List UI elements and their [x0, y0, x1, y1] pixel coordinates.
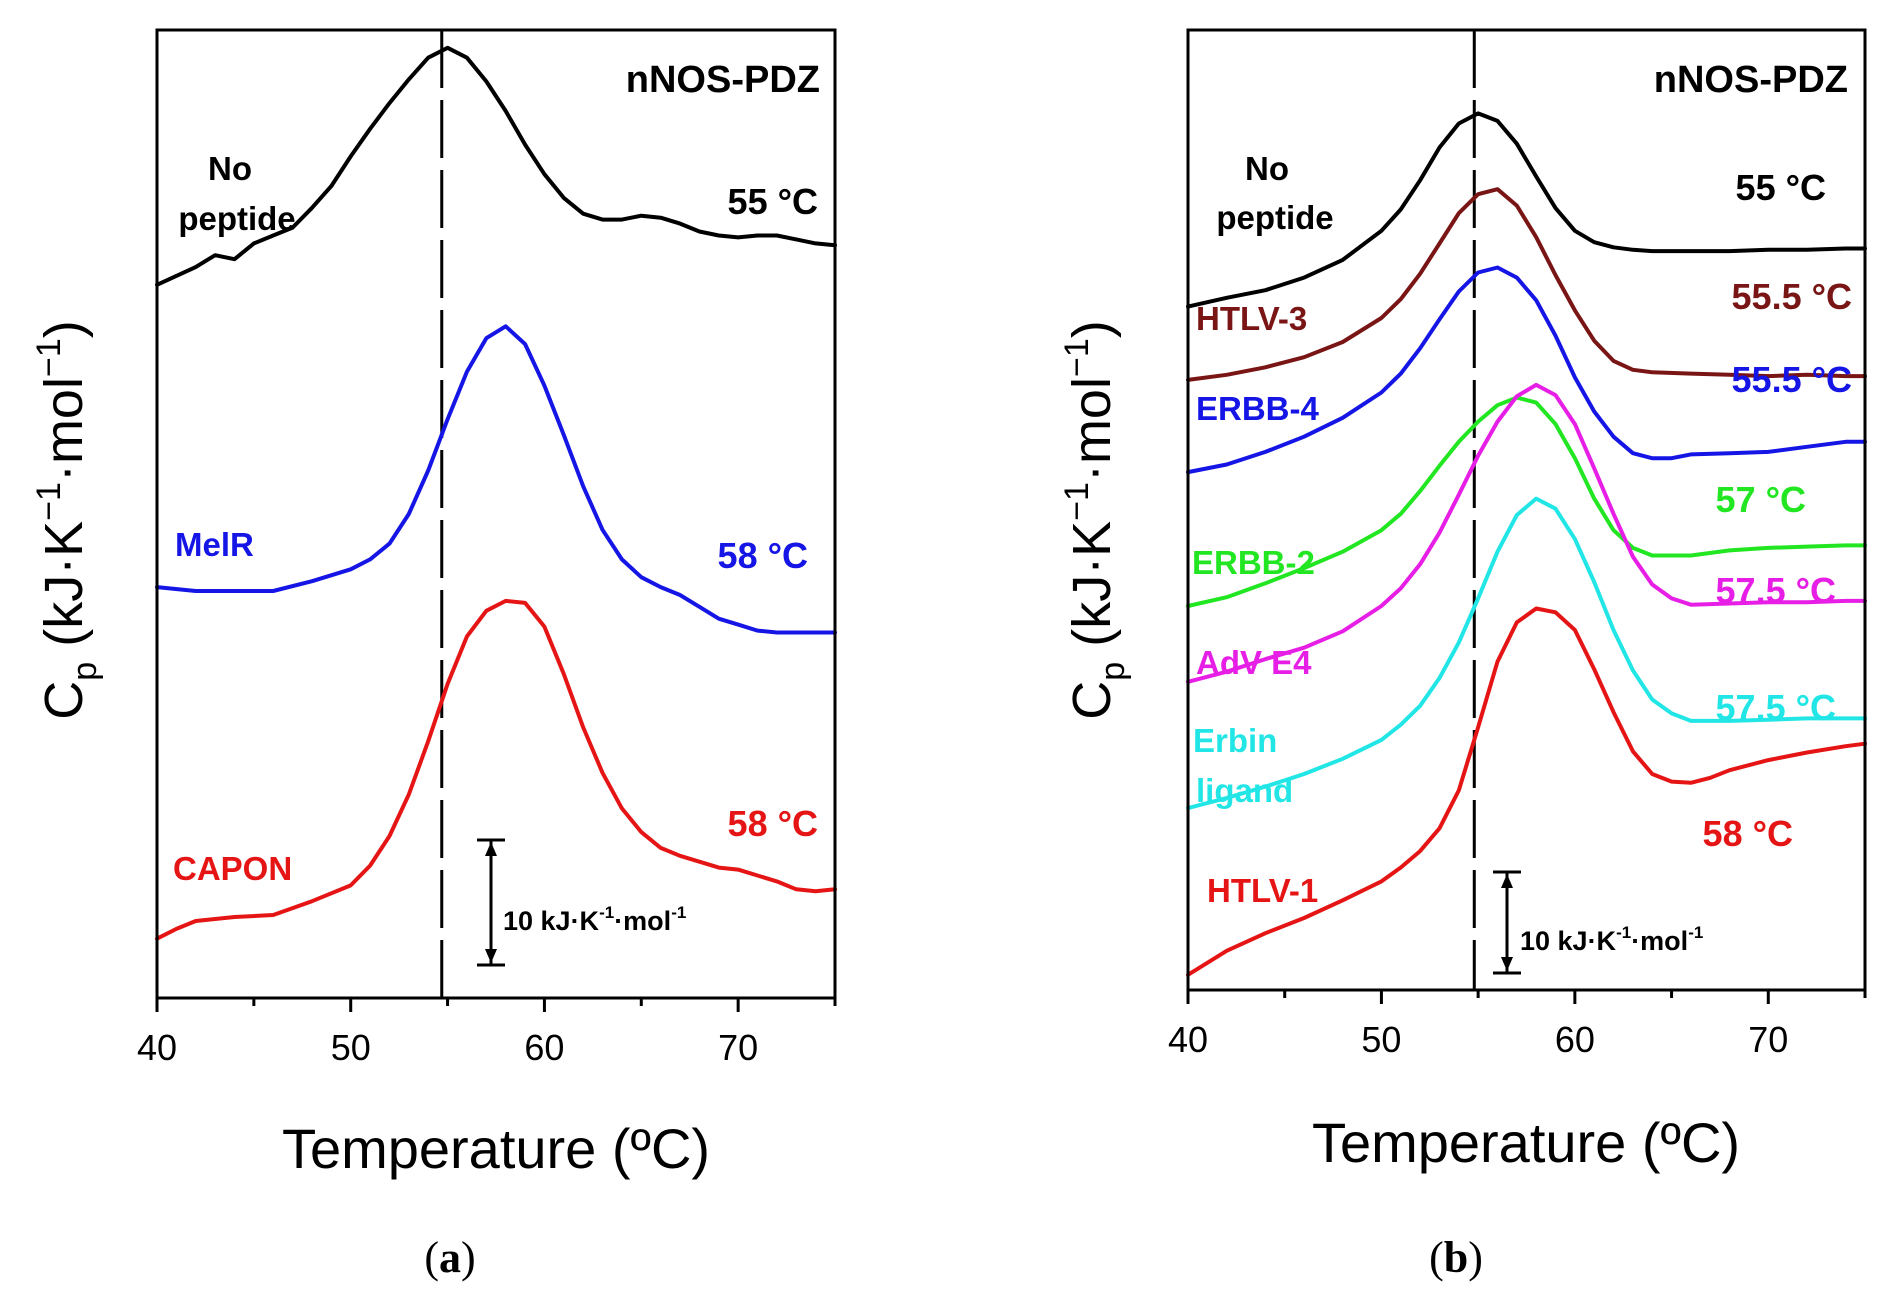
panel-caption: (b) — [1429, 1233, 1483, 1282]
series-label-no-peptide: No — [208, 150, 252, 187]
series-label-erbb-2: ERBB-2 — [1192, 544, 1315, 581]
series-line-htlv-3 — [1186, 187, 1867, 382]
series-label-htlv-3: HTLV-3 — [1196, 300, 1307, 337]
series-label-htlv-1: HTLV-1 — [1207, 872, 1318, 909]
series-label-erbb-4: ERBB-4 — [1196, 390, 1319, 427]
series-line-erbin-ligand — [1186, 496, 1867, 811]
plot-frame — [155, 28, 837, 1000]
panel-title: nNOS-PDZ — [626, 59, 820, 101]
series-line-melr — [155, 324, 837, 635]
tm-label-capon: 58 °C — [728, 803, 818, 844]
x-axis-ticks: 40 50 60 70 — [137, 998, 837, 1068]
tm-label-erbb-2: 57 °C — [1716, 479, 1806, 520]
tm-label-erbb-4: 55.5 °C — [1732, 359, 1852, 400]
tm-label-melr: 58 °C — [718, 535, 808, 576]
x-axis-title: Temperature (ºC) — [1312, 1111, 1740, 1174]
tm-label-htlv-3: 55.5 °C — [1732, 276, 1852, 317]
series-line-htlv-1 — [1186, 606, 1867, 977]
series-line-erbb-4 — [1186, 265, 1867, 475]
x-tick-label: 50 — [331, 1027, 371, 1068]
series-label-no-peptide: peptide — [178, 200, 295, 237]
panel-b: 40 50 60 70 nNOS-PDZ No peptide 55 °C HTLV-… — [1058, 28, 1867, 1282]
series-line-no-peptide — [155, 45, 837, 287]
series-line-capon — [155, 598, 837, 941]
series-label-erbin-ligand: Erbin — [1193, 722, 1277, 759]
series-label-no-peptide: No — [1245, 150, 1289, 187]
y-axis-title: Cp (kJ·K−1·mol−1) — [30, 320, 104, 719]
series-curves — [1186, 111, 1867, 977]
x-tick-label: 60 — [1555, 1019, 1595, 1060]
series-label-no-peptide: peptide — [1216, 199, 1333, 236]
x-tick-label: 70 — [1748, 1019, 1788, 1060]
x-axis-ticks: 40 50 60 70 — [1168, 990, 1867, 1060]
tm-label-adv-e4: 57.5 °C — [1716, 570, 1836, 611]
x-tick-label: 40 — [1168, 1019, 1208, 1060]
series-line-adv-e4 — [1186, 382, 1867, 684]
tm-label-htlv-1: 58 °C — [1703, 813, 1793, 854]
series-line-erbb-2 — [1186, 395, 1867, 608]
panel-title: nNOS-PDZ — [1654, 59, 1848, 101]
y-axis-title: Cp (kJ·K−1·mol−1) — [1058, 320, 1132, 719]
series-line-no-peptide — [1186, 111, 1867, 309]
tm-label-no-peptide: 55 °C — [1736, 167, 1826, 208]
scale-bar: 10 kJ·K-1·mol-1 — [1493, 870, 1703, 975]
tm-label-no-peptide: 55 °C — [728, 181, 818, 222]
x-tick-label: 50 — [1361, 1019, 1401, 1060]
tm-label-erbin-ligand: 57.5 °C — [1716, 687, 1836, 728]
plot-frame — [1186, 28, 1867, 992]
x-tick-label: 70 — [718, 1027, 758, 1068]
x-tick-label: 60 — [524, 1027, 564, 1068]
scale-bar: 10 kJ·K-1·mol-1 — [477, 838, 686, 967]
panel-caption: (a) — [424, 1233, 475, 1282]
scale-bar-label: 10 kJ·K-1·mol-1 — [503, 903, 686, 936]
x-tick-label: 40 — [137, 1027, 177, 1068]
series-label-adv-e4: AdV E4 — [1196, 644, 1312, 681]
x-axis-title: Temperature (ºC) — [282, 1117, 710, 1180]
series-curves — [155, 45, 837, 941]
series-label-erbin-ligand: ligand — [1196, 772, 1293, 809]
panel-a: 40 50 60 70 nNOS-PDZ No peptide 55 °C MelR … — [30, 28, 837, 1282]
series-label-melr: MelR — [175, 526, 254, 563]
scale-bar-label: 10 kJ·K-1·mol-1 — [1520, 923, 1703, 956]
series-label-capon: CAPON — [173, 850, 292, 887]
